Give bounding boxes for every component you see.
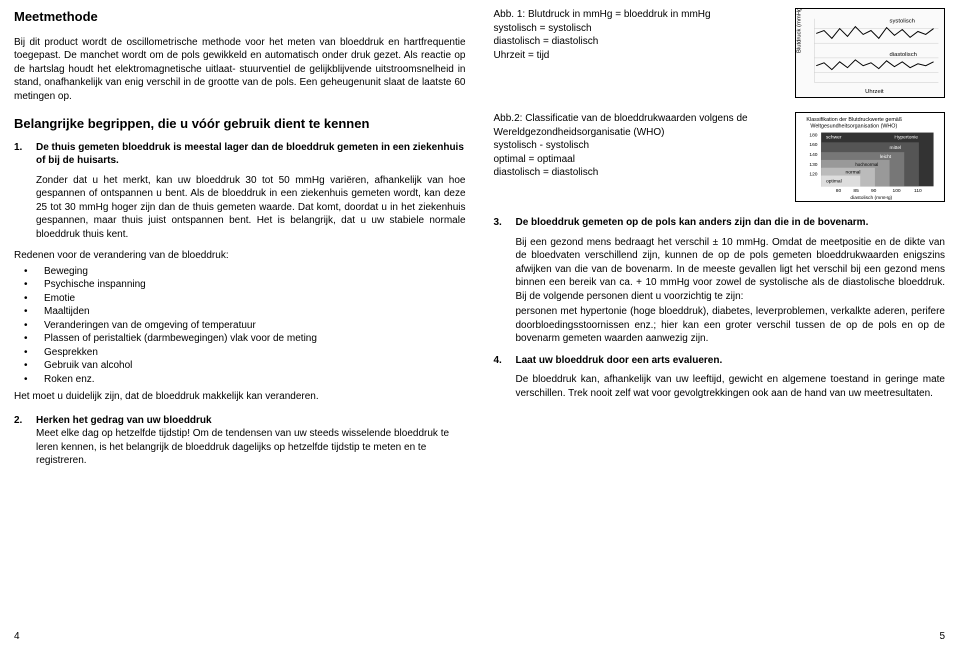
list-item-1: 1. De thuis gemeten bloeddruk is meestal… — [14, 141, 466, 168]
item-2-title: Herken het gedrag van uw bloeddruk — [36, 415, 212, 426]
svg-text:110: 110 — [914, 188, 922, 194]
svg-text:Uhrzeit: Uhrzeit — [865, 89, 884, 95]
figure-2-label: Abb.2: — [494, 113, 523, 124]
figure-1-caption: Abb. 1: Blutdruck in mmHg = bloeddruk in… — [494, 8, 786, 62]
svg-text:85: 85 — [853, 188, 859, 194]
svg-text:leicht: leicht — [880, 154, 892, 160]
list-item: Beweging — [14, 265, 466, 279]
final-paragraph: De bloeddruk kan, afhankelijk van uw lee… — [516, 373, 946, 400]
figure-1-image: systolisch diastolisch Uhrzeit Blutdruck… — [795, 8, 945, 98]
svg-text:diastolisch (mmHg): diastolisch (mmHg) — [850, 195, 892, 201]
svg-text:diastolisch: diastolisch — [890, 52, 917, 58]
svg-text:mittel: mittel — [890, 145, 902, 151]
figure-2-caption: Abb.2: Classificatie van de bloeddrukwaa… — [494, 112, 786, 180]
list-item: Psychische inspanning — [14, 278, 466, 292]
svg-text:160: 160 — [809, 142, 817, 148]
svg-text:Hypertonie: Hypertonie — [894, 134, 918, 140]
svg-text:schwer: schwer — [826, 134, 842, 140]
svg-text:optimal: optimal — [826, 178, 842, 184]
intro-paragraph: Bij dit product wordt de oscillometrisch… — [14, 36, 466, 104]
figure-1-row: Abb. 1: Blutdruck in mmHg = bloeddruk in… — [494, 8, 946, 98]
figure-1-label: Abb. 1: — [494, 9, 526, 20]
page-number: 5 — [939, 630, 945, 644]
list-item-2: 2. Herken het gedrag van uw bloeddruk Me… — [14, 414, 466, 468]
list-item: Maaltijden — [14, 305, 466, 319]
item-4-title: Laat uw bloeddruk door een arts evaluere… — [516, 354, 946, 368]
item-number: 4. — [494, 354, 516, 368]
item-1-body: Zonder dat u het merkt, kan uw bloeddruk… — [36, 174, 466, 242]
list-item: Roken enz. — [14, 373, 466, 387]
list-item-3: 3. De bloeddruk gemeten op de pols kan a… — [494, 216, 946, 230]
svg-text:Klassifikation der Blutdruckwe: Klassifikation der Blutdruckwerte gemäß — [806, 117, 902, 123]
chart-classification-icon: Klassifikation der Blutdruckwerte gemäß … — [796, 113, 944, 201]
svg-text:120: 120 — [809, 172, 817, 178]
figure-1-text: Blutdruck in mmHg = bloeddruk in mmHgsys… — [494, 9, 711, 61]
item-1-title: De thuis gemeten bloeddruk is meestal la… — [36, 141, 466, 168]
item-2-content: Herken het gedrag van uw bloeddruk Meet … — [36, 414, 466, 468]
figure-2-row: Abb.2: Classificatie van de bloeddrukwaa… — [494, 112, 946, 202]
list-item: Gebruik van alcohol — [14, 359, 466, 373]
item-number: 2. — [14, 414, 36, 468]
svg-text:180: 180 — [809, 132, 817, 138]
reasons-list: Beweging Psychische inspanning Emotie Ma… — [14, 265, 466, 387]
svg-text:100: 100 — [892, 188, 900, 194]
item-3-body-2: personen met hypertonie (hoge bloeddruk)… — [516, 305, 946, 346]
list-item: Plassen of peristaltiek (darmbewegingen)… — [14, 332, 466, 346]
reasons-intro: Redenen voor de verandering van de bloed… — [14, 249, 466, 263]
svg-text:normal: normal — [846, 170, 861, 176]
item-3-body-1: Bij een gezond mens bedraagt het verschi… — [516, 236, 946, 304]
item-3-title: De bloeddruk gemeten op de pols kan ande… — [516, 216, 946, 230]
list-item-4: 4. Laat uw bloeddruk door een arts evalu… — [494, 354, 946, 368]
list-item: Veranderingen van de omgeving of tempera… — [14, 319, 466, 333]
svg-text:Blutdruck (mmHg): Blutdruck (mmHg) — [797, 9, 803, 53]
figure-2-image: Klassifikation der Blutdruckwerte gemäß … — [795, 112, 945, 202]
svg-text:90: 90 — [871, 188, 877, 194]
reasons-outro: Het moet u duidelijk zijn, dat de bloedd… — [14, 390, 466, 404]
svg-text:80: 80 — [836, 188, 842, 194]
item-number: 1. — [14, 141, 36, 168]
svg-text:140: 140 — [809, 152, 817, 158]
svg-text:130: 130 — [809, 162, 817, 168]
left-page: Meetmethode Bij dit product wordt de osc… — [14, 8, 466, 643]
svg-text:hochnormal: hochnormal — [855, 162, 878, 167]
right-page: Abb. 1: Blutdruck in mmHg = bloeddruk in… — [494, 8, 946, 643]
chart-line-icon: systolisch diastolisch Uhrzeit Blutdruck… — [796, 9, 944, 97]
heading-meetmethode: Meetmethode — [14, 8, 466, 26]
page-number: 4 — [14, 630, 20, 644]
list-item: Gesprekken — [14, 346, 466, 360]
heading-begrippen: Belangrijke begrippen, die u vóór gebrui… — [14, 115, 466, 133]
item-2-body: Meet elke dag op hetzelfde tijdstip! Om … — [36, 428, 449, 466]
item-number: 3. — [494, 216, 516, 230]
figure-2-text: Classificatie van de bloeddrukwaarden vo… — [494, 113, 748, 178]
svg-text:Weltgesundheitsorganisation (W: Weltgesundheitsorganisation (WHO) — [810, 124, 897, 130]
svg-text:systolisch: systolisch — [890, 19, 915, 25]
list-item: Emotie — [14, 292, 466, 306]
